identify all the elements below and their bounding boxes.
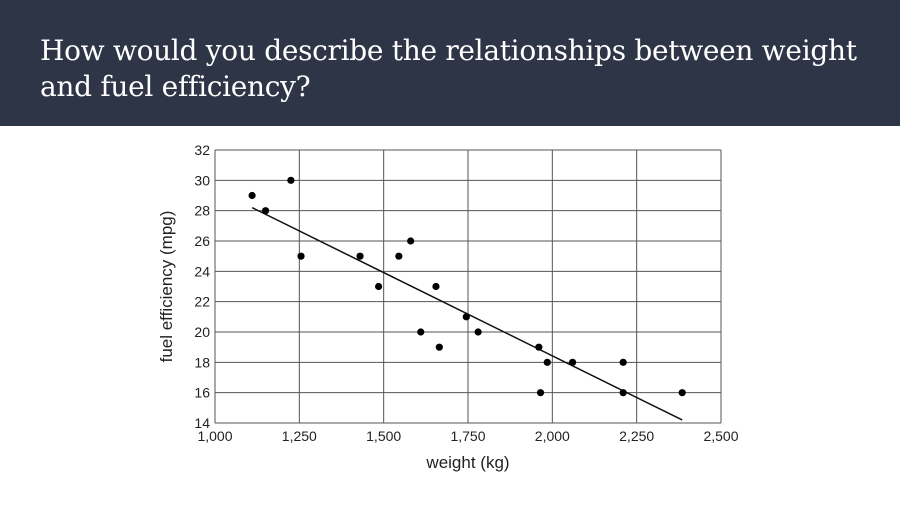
x-tick-label: 1,000 (197, 428, 232, 444)
y-tick-label: 20 (194, 324, 210, 340)
data-point (619, 358, 627, 366)
x-tick-label: 2,250 (619, 428, 654, 444)
y-tick-label: 22 (194, 294, 210, 310)
x-tick-label: 1,500 (366, 428, 401, 444)
y-tick-label: 26 (194, 233, 210, 249)
data-point (407, 237, 415, 245)
title-banner: How would you describe the relationships… (0, 0, 900, 126)
y-tick-label: 24 (194, 263, 210, 279)
y-tick-label: 14 (194, 415, 210, 431)
y-tick-label: 32 (194, 142, 210, 158)
x-axis-title: weight (kg) (425, 453, 509, 472)
data-point (568, 358, 577, 366)
y-axis-title: fuel efficiency (mpg) (157, 211, 176, 363)
x-tick-label: 2,500 (703, 428, 738, 444)
data-point (536, 389, 545, 397)
x-tick-label: 2,000 (535, 428, 570, 444)
data-point (432, 282, 440, 291)
data-point (262, 207, 270, 215)
data-point (356, 252, 364, 260)
data-point (474, 328, 482, 336)
y-tick-label: 18 (194, 354, 210, 370)
y-tick-label: 28 (194, 203, 210, 219)
tick-labels: 14 16 18 20 22 24 26 28 30 32 1,000 1,250 1,500 1,750… (194, 142, 738, 444)
data-point (678, 389, 686, 397)
data-point (297, 252, 305, 260)
data-point (287, 176, 295, 184)
data-point (619, 389, 627, 397)
data-point (462, 313, 470, 321)
x-tick-label: 1,750 (450, 428, 485, 444)
data-point (395, 252, 403, 260)
data-point (417, 328, 425, 336)
data-point (543, 358, 551, 366)
data-points (248, 176, 686, 397)
grid (214, 149, 722, 424)
data-point (435, 343, 443, 351)
y-tick-label: 16 (194, 385, 210, 401)
scatter-chart: 14 16 18 20 22 24 26 28 30 32 1,000 1,250 1,500 1,750… (157, 142, 739, 472)
y-tick-label: 30 (194, 172, 210, 188)
data-point (375, 282, 383, 291)
x-tick-label: 1,250 (282, 428, 317, 444)
slide-title: How would you describe the relationships… (40, 34, 857, 103)
data-point (535, 343, 543, 351)
data-point (248, 191, 256, 200)
